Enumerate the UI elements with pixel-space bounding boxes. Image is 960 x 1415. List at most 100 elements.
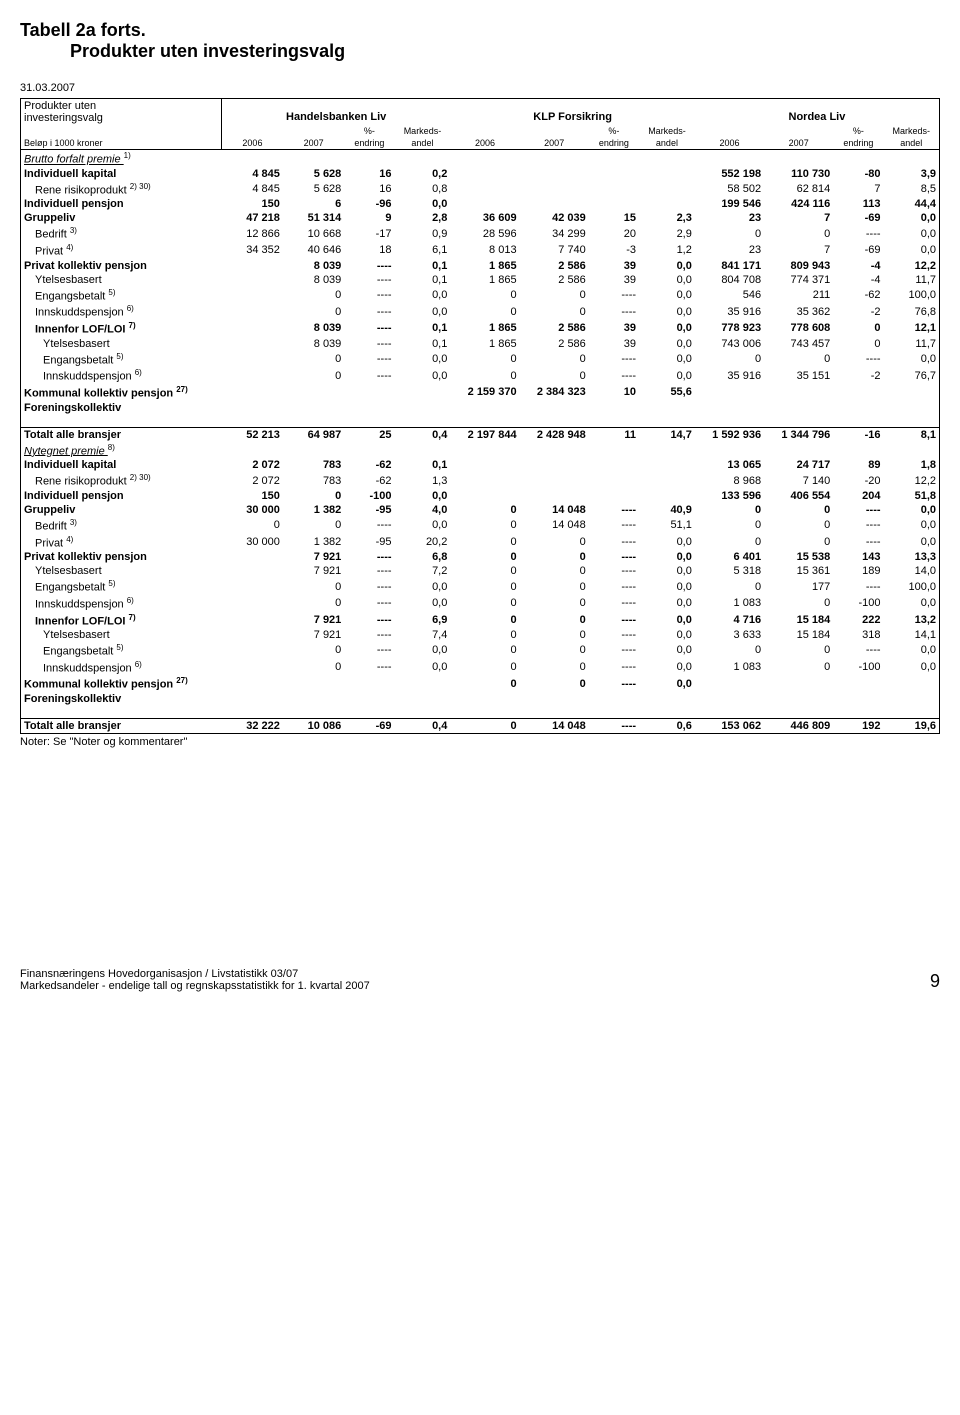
cell: 2 072	[221, 472, 282, 489]
cell	[764, 675, 833, 692]
cell: 110 730	[764, 167, 833, 181]
row-label: Engangsbetalt 5)	[21, 578, 222, 595]
cell: 0,0	[639, 564, 695, 578]
cell	[221, 564, 282, 578]
col-sub: %-	[344, 125, 394, 137]
cell: 0,1	[395, 458, 451, 472]
cell: 0,1	[395, 337, 451, 351]
cell: 18	[344, 242, 394, 259]
col-header: andel	[884, 137, 940, 150]
cell: 0,0	[395, 287, 451, 304]
cell: 0	[450, 287, 519, 304]
total-cell: 0,6	[639, 719, 695, 734]
cell: 51 314	[283, 211, 344, 225]
cell: 0,0	[639, 595, 695, 612]
cell: ----	[589, 675, 639, 692]
cell: ----	[833, 517, 883, 534]
cell: 0	[695, 517, 764, 534]
cell: 15 538	[764, 550, 833, 564]
total-cell: 11	[589, 427, 639, 442]
cell: 0,1	[395, 259, 451, 273]
cell: -80	[833, 167, 883, 181]
col-sub: Markeds-	[639, 125, 695, 137]
page-number: 9	[930, 971, 940, 992]
cell: 39	[589, 320, 639, 337]
cell	[221, 692, 282, 706]
cell: 0,0	[395, 578, 451, 595]
cell: ----	[833, 534, 883, 551]
cell: 2 586	[520, 320, 589, 337]
cell: 35 916	[695, 303, 764, 320]
cell	[450, 472, 519, 489]
cell: 0	[520, 578, 589, 595]
cell: 211	[764, 287, 833, 304]
col-header: 2007	[283, 137, 344, 150]
cell: 6 401	[695, 550, 764, 564]
cell	[221, 367, 282, 384]
row-label: Innenfor LOF/LOI 7)	[21, 612, 222, 629]
cell: ----	[833, 578, 883, 595]
cell: 0	[520, 367, 589, 384]
cell: 10 668	[283, 225, 344, 242]
cell: 133 596	[695, 489, 764, 503]
cell	[395, 675, 451, 692]
total-cell: 14,7	[639, 427, 695, 442]
cell: 14,1	[884, 628, 940, 642]
cell: ----	[344, 612, 394, 629]
row-label: Rene risikoprodukt 2) 30)	[21, 181, 222, 198]
cell: 7	[764, 211, 833, 225]
cell: -95	[344, 534, 394, 551]
cell: 7	[833, 181, 883, 198]
cell: 0	[283, 642, 344, 659]
row-label: Innskuddspensjon 6)	[21, 659, 222, 676]
cell: -100	[833, 595, 883, 612]
cell: 0	[520, 642, 589, 659]
cell: 4 845	[221, 167, 282, 181]
cell: 0	[695, 225, 764, 242]
cell: 2 384 323	[520, 384, 589, 401]
cell: 143	[833, 550, 883, 564]
cell: 0,0	[884, 534, 940, 551]
cell: 0,0	[395, 595, 451, 612]
cell: -62	[833, 287, 883, 304]
cell: 0,8	[395, 181, 451, 198]
col-header: 2006	[695, 137, 764, 150]
cell: ----	[589, 517, 639, 534]
cell: 1 865	[450, 337, 519, 351]
cell: 0,0	[395, 351, 451, 368]
col-header: 2006	[450, 137, 519, 150]
cell: 0	[695, 578, 764, 595]
cell	[884, 401, 940, 415]
cell: 1 865	[450, 320, 519, 337]
row-label: Privat 4)	[21, 242, 222, 259]
cell: 14,0	[884, 564, 940, 578]
cell: ----	[589, 578, 639, 595]
cell: 0	[283, 367, 344, 384]
cell: 23	[695, 211, 764, 225]
cell: 0	[764, 659, 833, 676]
cell: 0	[833, 337, 883, 351]
total-label: Totalt alle bransjer	[21, 719, 222, 734]
row-label: Ytelsesbasert	[21, 628, 222, 642]
cell: 0	[764, 351, 833, 368]
cell: 23	[695, 242, 764, 259]
cell: 47 218	[221, 211, 282, 225]
cell: 8 039	[283, 259, 344, 273]
cell: ----	[589, 628, 639, 642]
cell	[221, 320, 282, 337]
cell	[639, 458, 695, 472]
cell: 1,2	[639, 242, 695, 259]
cell	[221, 578, 282, 595]
cell: 0	[283, 578, 344, 595]
cell	[884, 692, 940, 706]
cell: 30 000	[221, 503, 282, 517]
cell: 0	[695, 534, 764, 551]
cell: 7 740	[520, 242, 589, 259]
title-block: Tabell 2a forts. Produkter uten invester…	[20, 20, 940, 62]
row-label: Innskuddspensjon 6)	[21, 367, 222, 384]
section-header: Brutto forfalt premie 1)	[21, 150, 222, 167]
footer-line2: Markedsandeler - endelige tall og regnsk…	[20, 980, 370, 992]
row-label: Individuell pensjon	[21, 489, 222, 503]
cell: 774 371	[764, 273, 833, 287]
group-header: Handelsbanken Liv	[221, 99, 450, 126]
